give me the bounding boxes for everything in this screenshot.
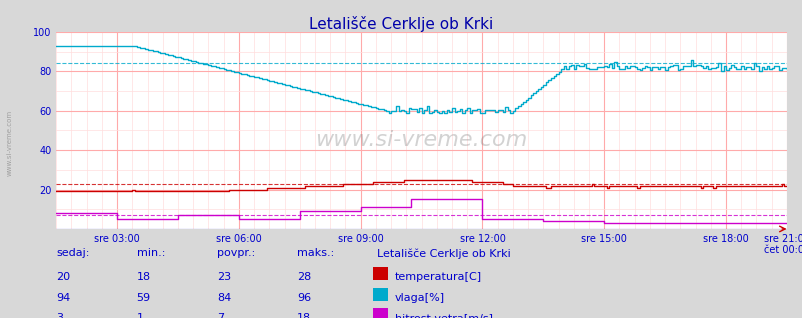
Text: 94: 94: [56, 293, 71, 302]
Text: 18: 18: [136, 272, 151, 282]
Text: www.si-vreme.com: www.si-vreme.com: [6, 110, 13, 176]
Text: 59: 59: [136, 293, 151, 302]
Text: Letališče Cerklje ob Krki: Letališče Cerklje ob Krki: [377, 248, 511, 259]
Text: 23: 23: [217, 272, 231, 282]
Text: povpr.:: povpr.:: [217, 248, 255, 258]
Text: 1: 1: [136, 313, 144, 318]
Text: 96: 96: [297, 293, 311, 302]
Text: Letališče Cerklje ob Krki: Letališče Cerklje ob Krki: [309, 16, 493, 32]
Text: 84: 84: [217, 293, 231, 302]
Text: čet 00:00: čet 00:00: [763, 245, 802, 255]
Text: 3: 3: [56, 313, 63, 318]
Text: hitrost vetra[m/s]: hitrost vetra[m/s]: [395, 313, 492, 318]
Text: 20: 20: [56, 272, 71, 282]
Text: 18: 18: [297, 313, 311, 318]
Text: sedaj:: sedaj:: [56, 248, 90, 258]
Text: vlaga[%]: vlaga[%]: [395, 293, 444, 302]
Text: temperatura[C]: temperatura[C]: [395, 272, 481, 282]
Text: 7: 7: [217, 313, 224, 318]
Text: maks.:: maks.:: [297, 248, 334, 258]
Text: 28: 28: [297, 272, 311, 282]
Text: min.:: min.:: [136, 248, 164, 258]
Text: www.si-vreme.com: www.si-vreme.com: [315, 130, 527, 150]
